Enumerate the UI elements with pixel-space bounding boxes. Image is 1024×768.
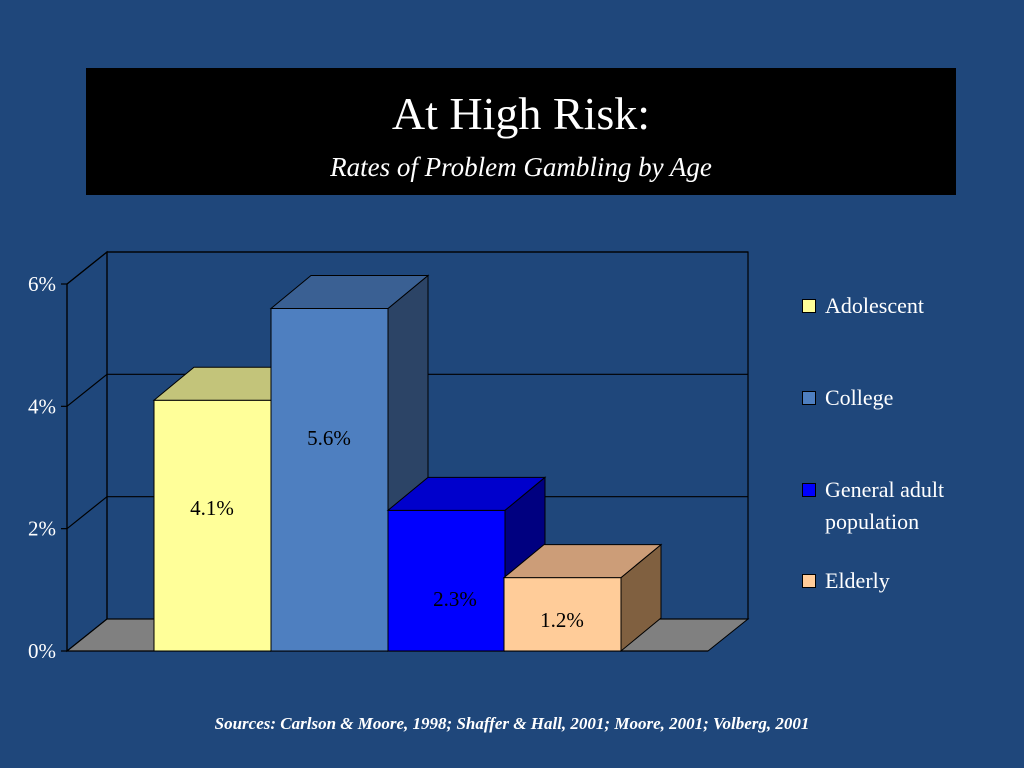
title-box: At High Risk: Rates of Problem Gambling …	[86, 68, 956, 195]
y-tick-label: 4%	[28, 394, 56, 418]
chart-side-wall	[66, 250, 108, 653]
y-tick-label: 6%	[28, 272, 56, 296]
data-label: 5.6%	[307, 426, 351, 450]
legend-label-general-adult: General adult population	[825, 477, 945, 534]
sources-note: Sources: Carlson & Moore, 1998; Shaffer …	[214, 714, 810, 733]
bar-front	[387, 509, 506, 652]
y-tick-label: 0%	[28, 639, 56, 663]
legend-swatch-adolescent	[802, 299, 816, 313]
bar-top	[386, 476, 547, 511]
chart-bars	[152, 274, 663, 653]
data-label: 4.1%	[190, 496, 234, 520]
legend-swatch-general-adult	[802, 483, 816, 497]
gridline	[66, 251, 748, 285]
legend-swatch-elderly	[802, 574, 816, 588]
bar-4	[502, 543, 663, 653]
data-label: 1.2%	[540, 608, 584, 632]
bar-front	[503, 577, 622, 652]
legend-label-adolescent: Adolescent	[825, 293, 924, 318]
legend-label-elderly: Elderly	[825, 568, 890, 593]
legend-swatch-college	[802, 391, 816, 405]
legend-label-college: College	[825, 385, 894, 410]
slide-subtitle: Rates of Problem Gambling by Age	[330, 152, 712, 182]
bar-top	[502, 544, 663, 579]
bar-top	[269, 274, 430, 309]
data-label: 2.3%	[433, 587, 477, 611]
gridline	[66, 373, 748, 407]
bar-front	[153, 399, 272, 652]
y-tick-label: 2%	[28, 517, 56, 541]
slide-title: At High Risk:	[391, 88, 651, 139]
bar-front	[270, 307, 389, 652]
data-labels: 4.1% 5.6% 2.3% 1.2%	[190, 426, 584, 632]
bar-chart: 0% 2% 4% 6% 4.1% 5.6% 2.3% 1.2%	[28, 250, 750, 663]
